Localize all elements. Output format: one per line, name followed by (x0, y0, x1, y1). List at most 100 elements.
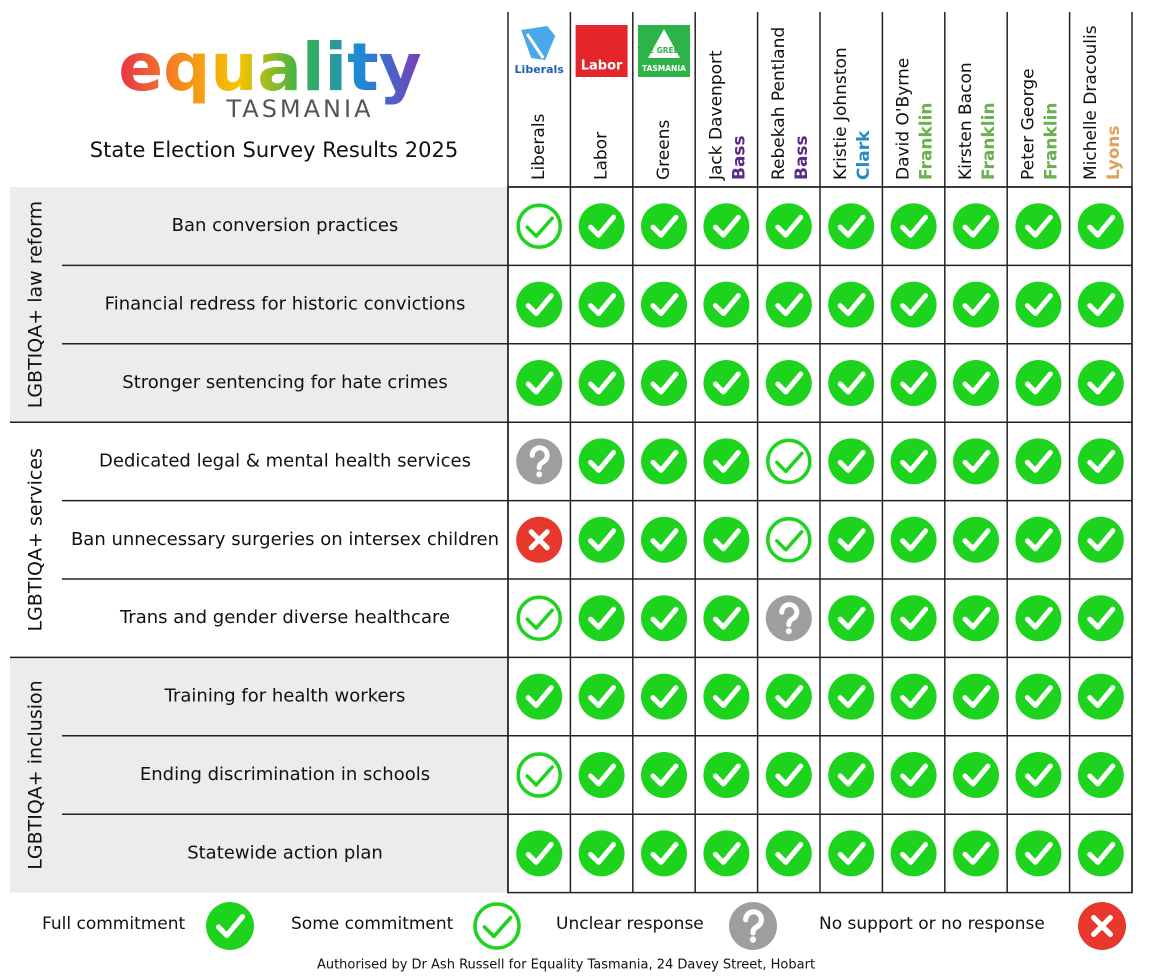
icon-circle (953, 752, 999, 798)
icon-check (525, 765, 554, 787)
icon-circle (765, 203, 812, 250)
column-name: Liberals (529, 113, 549, 180)
icon-check (650, 371, 679, 395)
icon-check (712, 841, 741, 865)
icon-check (650, 293, 679, 317)
status-icon-full (765, 360, 812, 406)
icon-circle (578, 203, 625, 250)
icon-circle (703, 673, 750, 720)
icon-circle (1077, 595, 1124, 642)
status-icon-full (890, 516, 937, 563)
status-icon-full (1077, 203, 1124, 250)
status-icon-full (1015, 281, 1062, 328)
status-icon-full (953, 595, 999, 642)
icon-circle (766, 517, 812, 563)
icon-circle (1077, 203, 1124, 250)
icon-check (962, 763, 991, 787)
icon-cross (528, 529, 550, 551)
icon-check (525, 608, 554, 630)
group-label: LGBTIQA+ inclusion (25, 680, 47, 869)
column-electorate: Franklin (979, 102, 999, 180)
icon-circle (516, 281, 563, 328)
status-icon-full (703, 438, 750, 485)
row-label: Ban conversion practices (172, 215, 399, 236)
row-label: Ban unnecessary surgeries on intersex ch… (71, 529, 499, 550)
icon-circle (703, 516, 750, 563)
column-name: Kristie Johnston (831, 47, 851, 180)
icon-check (1024, 763, 1053, 787)
icon-check (837, 528, 866, 552)
icon-check (837, 685, 866, 709)
group-background (10, 657, 508, 893)
icon-check (1024, 841, 1053, 865)
status-icon-full (890, 360, 937, 406)
column-electorate: Franklin (1041, 102, 1061, 180)
icon-check (588, 528, 617, 552)
icon-check (900, 528, 929, 552)
icon-check (962, 841, 991, 865)
icon-check (1024, 606, 1053, 630)
icon-check (650, 841, 679, 865)
icon-circle (890, 673, 937, 720)
icon-circle (703, 438, 750, 485)
icon-check (962, 293, 991, 317)
title: State Election Survey Results 2025 (90, 138, 458, 162)
icon-check (837, 841, 866, 865)
status-icon-full (1015, 830, 1062, 877)
icon-circle (1077, 673, 1124, 720)
icon-circle (641, 360, 687, 406)
status-icon-full (828, 203, 875, 250)
icon-check (1087, 841, 1116, 865)
status-icon-full (641, 595, 687, 642)
icon-check (588, 685, 617, 709)
icon-check (775, 371, 804, 395)
status-icon-full (890, 438, 937, 485)
status-icon-full (703, 595, 750, 642)
status-icon-full (578, 752, 625, 798)
status-icon-full (578, 830, 625, 877)
column-name: Peter George (1018, 68, 1038, 180)
status-icon-some (516, 203, 562, 249)
status-icon-full (953, 673, 999, 720)
icon-circle (578, 438, 625, 485)
status-icon-unclear (765, 595, 812, 642)
icon-check (837, 763, 866, 787)
icon-circle (828, 438, 875, 485)
icon-circle (578, 752, 625, 798)
status-icon-full (828, 830, 875, 877)
icon-check (588, 763, 617, 787)
logo: equality (118, 29, 421, 106)
icon-check (650, 449, 679, 473)
column-electorate: Franklin (917, 102, 937, 180)
icon-check (525, 293, 554, 317)
status-icon-full (1077, 595, 1124, 642)
status-icon-full (641, 752, 687, 798)
status-icon-full (828, 673, 875, 720)
icon-check (588, 449, 617, 473)
icon-check (525, 216, 554, 238)
icon-circle (765, 360, 812, 406)
icon-circle (1015, 360, 1062, 406)
icon-circle (765, 830, 812, 877)
icon-check (837, 371, 866, 395)
icon-check (712, 685, 741, 709)
icon-check (1024, 449, 1053, 473)
status-icon-some (473, 902, 521, 950)
icon-check (900, 214, 929, 238)
icon-check (962, 214, 991, 238)
status-icon-full (765, 830, 812, 877)
icon-check (650, 528, 679, 552)
icon-circle (473, 902, 521, 950)
row-label: Statewide action plan (187, 842, 383, 863)
icon-check (215, 914, 246, 938)
column-electorate: Bass (729, 135, 749, 180)
icon-circle (828, 516, 875, 563)
column-name: Michelle Dracoulis (1081, 25, 1101, 180)
status-icon-full (1077, 673, 1124, 720)
icon-check (900, 606, 929, 630)
group-label: LGBTIQA+ law reform (25, 201, 47, 408)
logo-box (575, 25, 628, 77)
icon-check (588, 606, 617, 630)
icon-check (712, 214, 741, 238)
